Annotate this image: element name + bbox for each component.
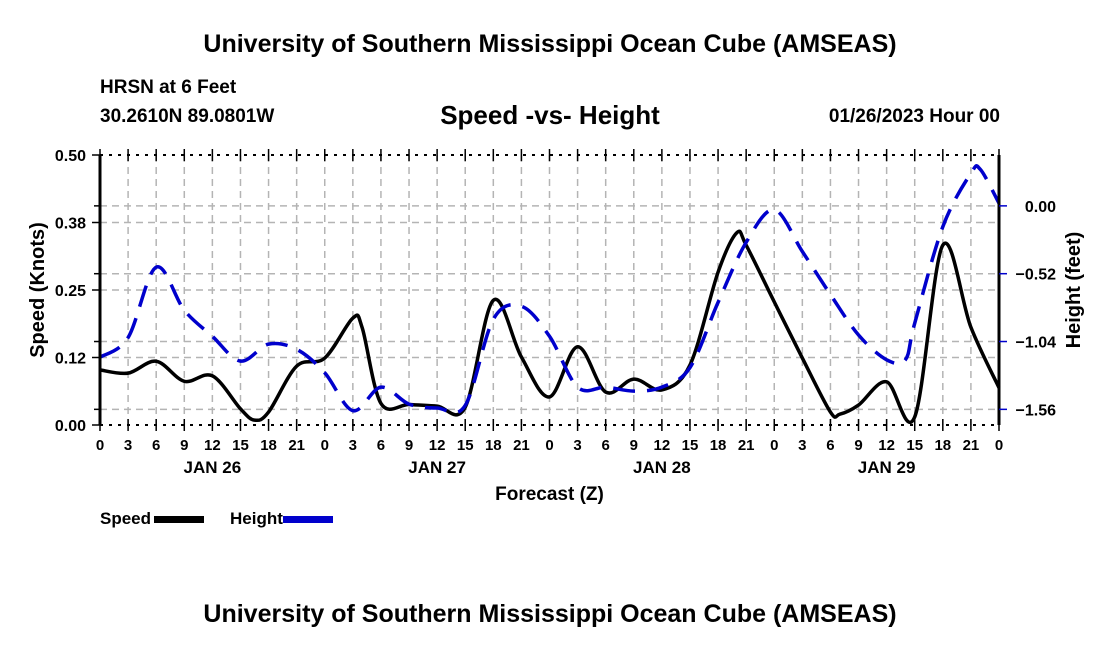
x-tick-label: 18 [485, 437, 502, 454]
run-time-label: 01/26/2023 Hour 00 [828, 106, 1000, 127]
x-tick-label: 9 [180, 437, 188, 454]
legend-height-label: Height [230, 509, 283, 528]
legend-speed-label: Speed [100, 509, 152, 528]
x-tick-label: 15 [682, 437, 699, 454]
legend-speed: Speed [100, 509, 205, 529]
x-tick-label: 3 [798, 437, 806, 454]
x-tick-label: 21 [288, 437, 305, 454]
x-tick-label: 18 [260, 437, 277, 454]
x-tick-label: 3 [124, 437, 132, 454]
x-tick-label: 15 [457, 437, 474, 454]
x-tick-label: 6 [377, 437, 385, 454]
date-label: JAN 28 [633, 458, 691, 477]
x-tick-label: 0 [96, 437, 104, 454]
y2-tick-label: −1.04 [1016, 335, 1057, 352]
x-tick-label: 6 [602, 437, 610, 454]
x-tick-label: 15 [906, 437, 923, 454]
x-axis-title: Forecast (Z) [495, 484, 604, 505]
coordinates-label: 30.2610N 89.0801W [100, 106, 275, 127]
station-label: HRSN at 6 Feet [100, 77, 237, 98]
date-label: JAN 29 [858, 458, 916, 477]
x-tick-label: 6 [152, 437, 160, 454]
y2-axis-title: Height (feet) [1063, 232, 1085, 349]
axes [92, 149, 1007, 431]
x-tick-label: 18 [934, 437, 951, 454]
x-tick-label: 0 [995, 437, 1003, 454]
y-tick-label: 0.00 [55, 418, 86, 435]
y2-tick-label: −1.56 [1016, 402, 1057, 419]
x-tick-label: 12 [654, 437, 671, 454]
x-tick-label: 21 [738, 437, 755, 454]
legend-height: Height [230, 509, 333, 529]
x-tick-label: 12 [878, 437, 895, 454]
y-tick-label: 0.12 [55, 351, 86, 368]
chart-subtitle: Speed -vs- Height [440, 100, 660, 130]
x-tick-label: 21 [963, 437, 980, 454]
x-tick-label: 0 [545, 437, 553, 454]
x-tick-label: 3 [573, 437, 581, 454]
footer-title: University of Southern Mississippi Ocean… [203, 600, 897, 628]
date-label: JAN 26 [184, 458, 242, 477]
legend-height-swatch [282, 516, 333, 524]
series-group [99, 164, 1001, 424]
y2-tick-label: −0.52 [1016, 267, 1057, 284]
x-tick-label: 9 [405, 437, 413, 454]
y-tick-label: 0.38 [55, 216, 86, 233]
y-axis-title: Speed (Knots) [27, 222, 49, 358]
series-line-speed [99, 229, 1001, 424]
date-label: JAN 27 [408, 458, 466, 477]
x-tick-label: 0 [770, 437, 778, 454]
x-tick-label: 15 [232, 437, 249, 454]
x-tick-label: 9 [854, 437, 862, 454]
x-tick-label: 6 [826, 437, 834, 454]
x-tick-label: 12 [204, 437, 221, 454]
y-tick-label: 0.25 [55, 283, 86, 300]
y-tick-label: 0.50 [55, 148, 86, 165]
x-tick-label: 21 [513, 437, 530, 454]
grid [100, 155, 999, 425]
x-tick-label: 12 [429, 437, 446, 454]
legend-speed-swatch [154, 516, 205, 524]
x-tick-label: 18 [710, 437, 727, 454]
axis-labels: 0 3 6 9 12 15 18 21 0 3 6 9 12 15 18 21 0 3 6 9 12 15 18 21 0 3 6 9… [27, 148, 1085, 505]
y2-tick-label: 0.00 [1025, 199, 1056, 216]
x-tick-label: 3 [349, 437, 357, 454]
chart-title: University of Southern Mississippi Ocean… [203, 30, 897, 58]
x-tick-label: 9 [630, 437, 638, 454]
x-tick-label: 0 [321, 437, 329, 454]
